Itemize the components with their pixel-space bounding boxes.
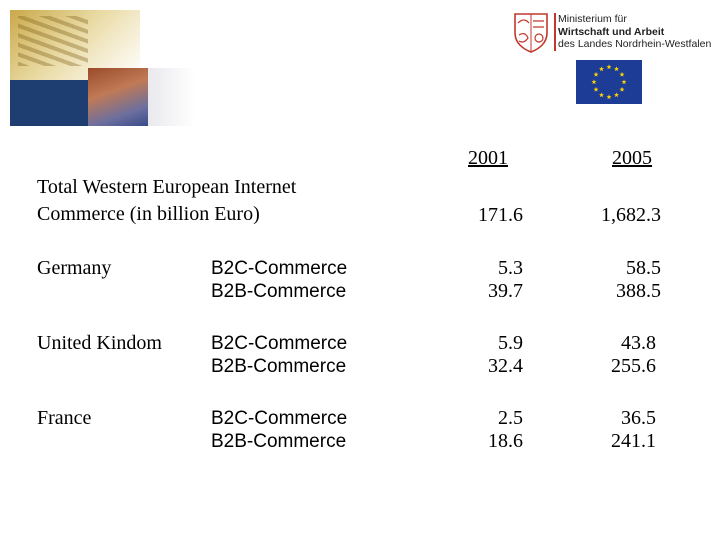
year-header-2005: 2005 xyxy=(612,147,652,169)
eu-star-icon xyxy=(614,66,619,72)
eu-star-icon xyxy=(619,71,625,77)
eu-star-icon xyxy=(606,64,612,70)
france-b2c-2001: 2.5 xyxy=(498,407,523,429)
eu-star-icon xyxy=(593,71,599,77)
uk-b2c-label: B2C-Commerce xyxy=(211,333,348,354)
total-label-line2: Commerce (in billion Euro) xyxy=(37,203,260,225)
germany-b2c-label: B2C-Commerce xyxy=(211,258,348,279)
ministry-name-line2: Wirtschaft und Arbeit xyxy=(558,25,665,38)
uk-b2c-2001: 5.9 xyxy=(498,332,523,354)
total-value-2005: 1,682.3 xyxy=(601,204,661,226)
france-b2b-2001: 18.6 xyxy=(488,430,523,452)
nrw-crest-icon xyxy=(514,13,548,53)
germany-b2b-2001: 39.7 xyxy=(488,280,523,302)
eu-star-icon xyxy=(614,92,619,98)
total-value-2001: 171.6 xyxy=(478,204,523,226)
germany-b2b-2005: 388.5 xyxy=(616,280,661,302)
ministry-logo: Ministerium für Wirtschaft und Arbeit de… xyxy=(512,11,712,55)
eu-star-icon xyxy=(606,94,612,100)
eu-star-icon xyxy=(593,86,599,92)
eu-flag-icon xyxy=(576,60,642,104)
eu-star-icon xyxy=(619,86,625,92)
eu-star-icon xyxy=(591,79,597,85)
france-b2c-2005: 36.5 xyxy=(621,407,656,429)
germany-b2c-2005: 58.5 xyxy=(626,257,661,279)
ministry-name-line1: Ministerium für xyxy=(558,13,627,25)
collage-tile-light xyxy=(148,68,195,126)
logo-divider xyxy=(554,13,556,51)
uk-b2c-2005: 43.8 xyxy=(621,332,656,354)
header-collage-image xyxy=(10,10,195,130)
eu-star-icon xyxy=(599,66,604,72)
uk-b2b-2001: 32.4 xyxy=(488,355,523,377)
ministry-name: Ministerium für Wirtschaft und Arbeit de… xyxy=(558,13,711,51)
germany-b2b-label: B2B-Commerce xyxy=(211,281,347,302)
country-france: France xyxy=(37,407,92,429)
collage-tile-blue xyxy=(10,80,88,126)
collage-tile-city xyxy=(88,68,148,126)
country-united-kingdom: United Kindom xyxy=(37,332,162,354)
france-b2b-label: B2B-Commerce xyxy=(211,431,347,452)
germany-b2c-2001: 5.3 xyxy=(498,257,523,279)
uk-b2b-2005: 255.6 xyxy=(611,355,656,377)
eu-star-icon xyxy=(599,92,604,98)
france-b2b-2005: 241.1 xyxy=(611,430,656,452)
ministry-name-line3: des Landes Nordrhein-Westfalen xyxy=(558,38,712,50)
year-header-2001: 2001 xyxy=(468,147,508,169)
total-label-line1: Total Western European Internet xyxy=(37,176,297,198)
uk-b2b-label: B2B-Commerce xyxy=(211,356,347,377)
country-germany: Germany xyxy=(37,257,112,279)
france-b2c-label: B2C-Commerce xyxy=(211,408,348,429)
collage-tile-gold xyxy=(10,10,140,80)
eu-star-icon xyxy=(621,79,627,85)
